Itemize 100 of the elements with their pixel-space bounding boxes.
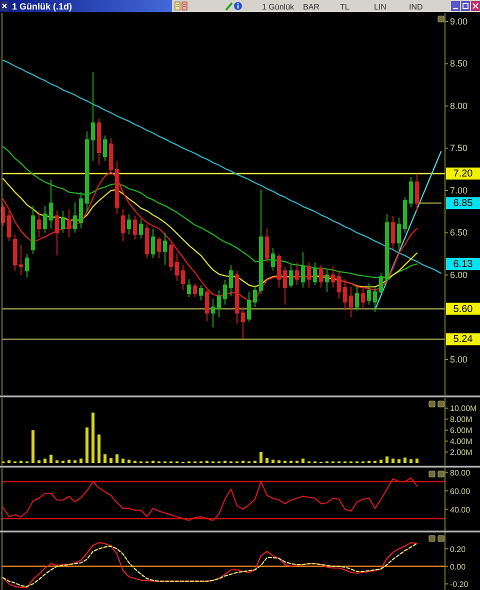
bar [68,460,70,463]
bar [38,460,40,463]
bar [272,460,274,463]
y-tick-label: 80.00 [450,468,471,477]
bar [8,460,10,463]
line-series [374,151,442,310]
ref-line-label: 7.20 [453,168,474,180]
candlestick [163,232,167,266]
bar [98,434,100,463]
y-tick-label: 9.00 [450,16,468,26]
candlestick [391,215,395,250]
candlestick [415,173,419,212]
candlestick [67,208,71,238]
y-tick-label: 8.00M [450,414,473,424]
bar [44,458,46,463]
candlestick [121,208,125,242]
text: BAR [303,2,320,11]
y-tick-label: 6.00 [450,270,468,280]
candlestick [139,218,143,240]
candlestick [181,264,185,291]
candlestick [307,262,311,288]
bar [386,456,388,463]
candlestick [331,266,335,288]
bar [110,458,112,463]
candlestick [37,211,41,238]
candlestick [247,291,251,322]
line-series [2,477,418,521]
y-tick-label: -0.20 [450,579,469,588]
bar [32,430,34,463]
candlestick [73,202,77,234]
y-tick-label: 7.00 [450,185,468,196]
bar [122,458,124,463]
candlestick [349,286,353,318]
candlestick [97,118,101,166]
bar [404,458,406,463]
candlestick [79,192,83,230]
bar [416,458,418,463]
text: IND [409,2,423,11]
bar [128,460,130,463]
candlestick [175,253,179,282]
line-series [2,60,442,274]
candlestick [211,298,215,328]
y-tick-label: 60.00 [450,486,471,496]
bar [86,427,88,463]
candlestick [157,236,161,259]
candlestick [373,286,377,313]
bar [104,454,106,463]
candlestick [217,290,221,318]
candlestick [13,234,17,272]
candlestick [265,228,269,263]
candlestick [103,135,107,162]
candlestick [145,224,149,259]
candlestick [319,264,323,288]
bar [380,460,382,463]
y-tick-label: 6.00M [450,426,473,435]
candlestick [91,72,95,162]
bar [392,458,394,463]
candlestick [253,284,257,308]
text: 1 Günlük [262,2,296,11]
candlestick [49,178,53,230]
y-tick-label: 4.00M [450,436,473,446]
candlestick [397,217,401,250]
bar [116,454,118,463]
y-tick-label: 0.20 [450,544,466,554]
y-tick-label: 0.00 [450,562,466,571]
ref-line-label: 5.24 [453,334,474,345]
candlestick [403,196,407,234]
bar [260,452,262,463]
y-tick-label: 2.00M [450,448,473,457]
candlestick [277,253,281,288]
bar [398,459,400,463]
candlestick [151,228,155,259]
y-tick-label: 8.00 [450,100,468,111]
y-tick-label: 40.00 [450,504,471,514]
bar [266,458,268,463]
candlestick [19,244,23,276]
bar [50,454,52,463]
candlestick [193,282,197,298]
text: TL [340,2,350,11]
candlestick [355,286,359,311]
y-tick-label: 6.50 [450,228,468,238]
candlestick [25,253,29,278]
candlestick [241,306,245,339]
y-tick-label: 5.00 [450,354,468,365]
chart-title: 1 Günlük (.1d) [12,2,72,12]
y-tick-label: 10.00M [450,404,478,413]
annotation: 6.13 [453,258,474,270]
bar [278,460,280,463]
candlestick [199,284,203,301]
candlestick [367,282,371,306]
y-tick-label: 8.50 [450,58,468,69]
ref-line-label: 5.60 [453,303,474,314]
bar [74,460,76,463]
candlestick [43,205,47,234]
candlestick [223,280,227,306]
y-tick-label: 7.50 [450,143,468,154]
candlestick [295,262,299,286]
candlestick [133,215,137,240]
text: LIN [374,2,387,11]
bar [410,459,412,463]
